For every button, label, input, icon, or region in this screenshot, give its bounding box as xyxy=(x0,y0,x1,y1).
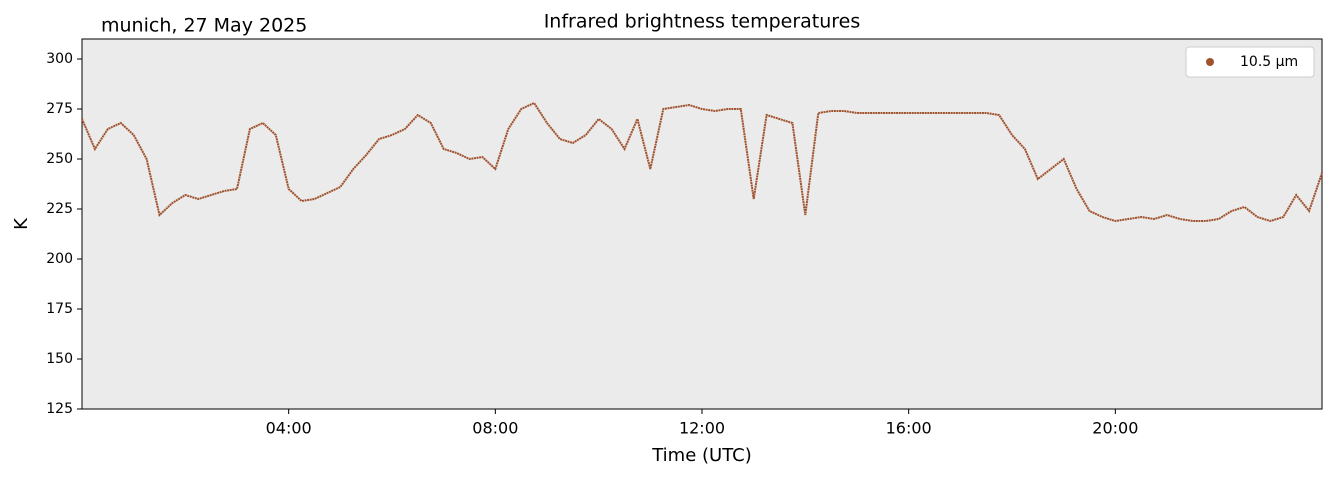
y-tick-label: 175 xyxy=(46,301,73,317)
plot-area xyxy=(81,38,1323,410)
y-tick-label: 225 xyxy=(46,201,73,217)
y-tick-label: 125 xyxy=(46,401,73,417)
x-tick-label: 20:00 xyxy=(1092,419,1138,438)
y-tick-label: 200 xyxy=(46,251,73,267)
x-axis-label: Time (UTC) xyxy=(651,445,752,466)
chart-subtitle: munich, 27 May 2025 xyxy=(101,15,307,37)
x-tick-label: 08:00 xyxy=(472,419,518,438)
y-tick-label: 150 xyxy=(46,351,73,367)
x-tick-label: 12:00 xyxy=(679,419,725,438)
chart-title: Infrared brightness temperatures xyxy=(544,11,861,33)
y-tick-label: 300 xyxy=(46,51,73,67)
y-tick-label: 275 xyxy=(46,101,73,117)
x-tick-label: 16:00 xyxy=(886,419,932,438)
y-axis-label: K xyxy=(11,217,32,230)
legend-marker xyxy=(1206,58,1214,66)
legend xyxy=(1185,46,1315,78)
legend-label: 10.5 µm xyxy=(1240,54,1298,70)
data-line xyxy=(81,101,1323,223)
y-tick-label: 250 xyxy=(46,151,73,167)
x-tick-label: 04:00 xyxy=(266,419,312,438)
